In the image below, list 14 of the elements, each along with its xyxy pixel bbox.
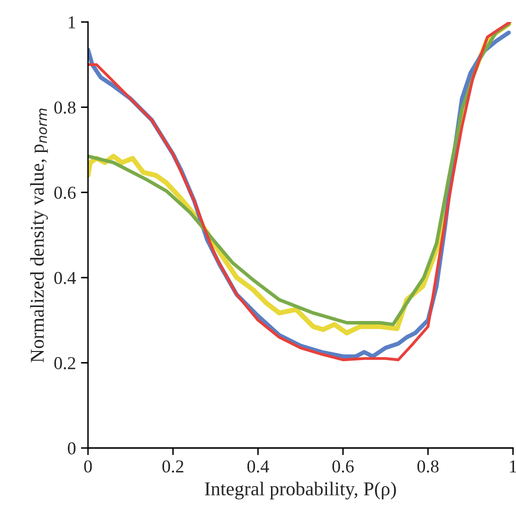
y-tick-label: 0.8 [54,101,76,114]
x-tick-label: 0.8 [417,460,439,473]
y-axis-title: Normalized density value, p$_{norm}$ [30,108,48,362]
x-tick-label: 0.4 [247,460,270,473]
y-tick-label: 0.4 [54,272,76,284]
x-tick-label: 0.2 [162,460,184,473]
y-tick-label: 0 [68,442,76,454]
y-tick-label: 1 [68,16,76,28]
x-tick-label: 1 [510,460,516,472]
y-tick-label: 0.2 [54,357,76,370]
x-axis-title: Integral probability, P(ρ) [204,482,396,500]
y-tick-label: 0.6 [54,186,76,199]
x-tick-label: 0 [84,460,92,473]
x-tick-label: 0.6 [332,460,354,473]
